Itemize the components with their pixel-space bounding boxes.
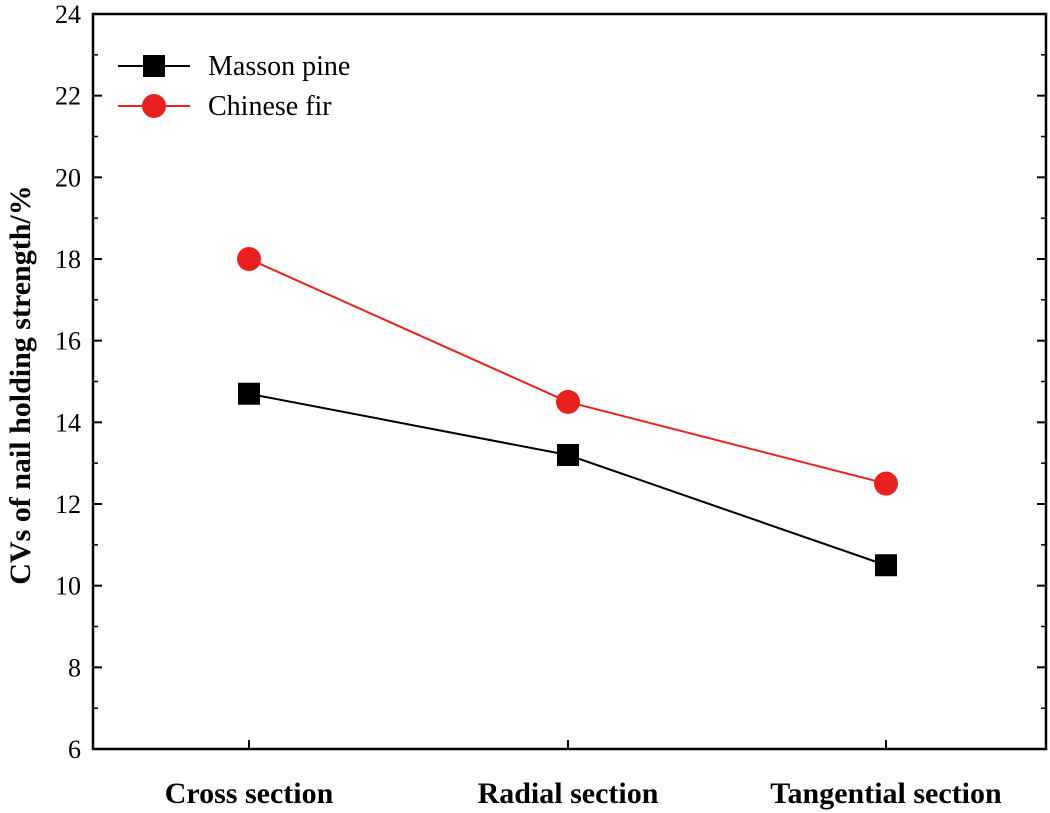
- y-axis-title: CVs of nail holding strength/%: [4, 185, 37, 585]
- series-masson-pine: [238, 382, 897, 577]
- y-tick-label: 12: [55, 490, 81, 519]
- y-tick-label: 14: [55, 408, 81, 437]
- y-tick-label: 6: [68, 735, 81, 764]
- plot-border: [91, 12, 1048, 751]
- legend: Masson pine Chinese fir: [118, 51, 350, 122]
- legend-circle-marker: [142, 94, 166, 118]
- series-chinese-fir: [237, 247, 898, 496]
- series-layer: [237, 247, 898, 577]
- y-axis-ticks: 6 8 10 12 14 16 18 20 22 24: [55, 0, 1046, 764]
- y-tick-label: 18: [55, 245, 81, 274]
- x-category-label: Tangential section: [770, 777, 1002, 810]
- data-point-square: [875, 554, 897, 577]
- data-point-square: [557, 444, 579, 466]
- legend-label: Chinese fir: [208, 91, 332, 122]
- legend-label: Masson pine: [208, 51, 350, 82]
- y-tick-label: 16: [55, 327, 81, 356]
- y-tick-label: 22: [55, 82, 81, 111]
- legend-item: Chinese fir: [118, 91, 332, 122]
- plot-frame: [91, 12, 1048, 751]
- series-line: [248, 392, 887, 567]
- data-point-square: [238, 382, 260, 405]
- x-category-label: Cross section: [165, 777, 334, 810]
- data-point-circle: [874, 471, 898, 496]
- data-point-circle: [556, 389, 580, 414]
- x-axis-ticks: Cross section Radial section Tangential se…: [165, 740, 1002, 810]
- legend-item: Masson pine: [118, 51, 350, 82]
- y-tick-label: 8: [68, 653, 81, 682]
- y-tick-label: 10: [55, 572, 81, 601]
- y-tick-label: 24: [55, 0, 81, 29]
- y-tick-label: 20: [55, 163, 81, 192]
- data-point-circle: [237, 247, 261, 271]
- x-category-label: Radial section: [478, 777, 659, 810]
- legend-square-marker: [143, 55, 165, 77]
